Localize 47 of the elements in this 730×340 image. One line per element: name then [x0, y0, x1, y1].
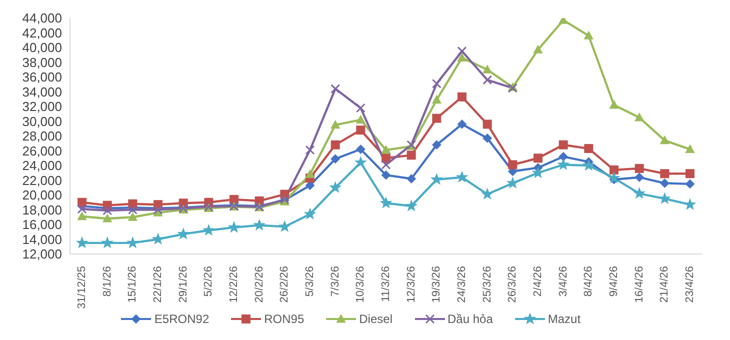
x-tick-label: 26/3/26 — [506, 266, 519, 303]
y-tick-label: 24,000 — [22, 158, 62, 174]
y-tick-label: 18,000 — [22, 202, 62, 218]
x-tick-label: 19/3/26 — [430, 266, 443, 303]
y-tick-label: 34,000 — [22, 84, 62, 100]
y-tick-label: 12,000 — [22, 246, 62, 262]
y-tick-label: 20,000 — [22, 188, 62, 203]
y-tick-label: 38,000 — [22, 54, 62, 70]
x-tick-label: 24/3/26 — [456, 266, 468, 303]
x-tick-label: 15/1/26 — [126, 266, 139, 303]
y-tick-label: 42,000 — [22, 25, 62, 40]
y-tick-label: 14,000 — [22, 232, 62, 247]
x-tick-label: 21/4/26 — [658, 266, 671, 303]
x-tick-label: 22/1/26 — [152, 266, 164, 303]
legend-label: Dầu hỏa — [448, 312, 493, 326]
legend-label: Mazut — [548, 312, 581, 326]
x-tick-label: 8/1/26 — [101, 266, 114, 297]
y-tick-label: 30,000 — [22, 114, 62, 129]
x-tick-label: 31/12/25 — [76, 266, 88, 309]
x-tick-label: 12/3/26 — [405, 266, 418, 303]
x-tick-label: 20/2/26 — [253, 266, 266, 303]
y-tick-label: 16,000 — [22, 217, 62, 232]
y-tick-label: 32,000 — [22, 99, 62, 114]
y-tick-label: 40,000 — [22, 40, 62, 56]
y-tick-label: 36,000 — [22, 70, 62, 85]
x-tick-label: 5/2/26 — [202, 266, 215, 297]
x-tick-label: 25/3/26 — [481, 266, 494, 303]
x-tick-label: 29/1/26 — [177, 266, 190, 303]
legend-label: RON95 — [264, 312, 304, 326]
x-tick-label: 2/4/26 — [532, 266, 544, 297]
x-tick-label: 9/4/26 — [608, 266, 620, 297]
x-tick-label: 8/4/26 — [582, 266, 595, 297]
x-tick-label: 7/3/26 — [329, 266, 342, 297]
x-tick-label: 10/3/26 — [354, 266, 367, 303]
y-tick-label: 44,000 — [22, 10, 62, 26]
x-tick-label: 12/2/26 — [228, 266, 240, 303]
x-tick-label: 16/4/26 — [633, 266, 646, 303]
y-tick-label: 28,000 — [22, 128, 62, 144]
x-tick-label: 3/4/26 — [557, 266, 570, 297]
legend-label: Diesel — [359, 312, 392, 326]
x-tick-label: 26/2/26 — [278, 266, 291, 303]
x-tick-label: 11/3/26 — [380, 266, 392, 302]
x-tick-label: 23/4/26 — [684, 266, 696, 303]
y-tick-label: 26,000 — [22, 143, 62, 158]
x-tick-label: 5/3/26 — [304, 266, 316, 297]
legend-label: E5RON92 — [154, 312, 210, 326]
y-tick-label: 22,000 — [22, 172, 62, 188]
